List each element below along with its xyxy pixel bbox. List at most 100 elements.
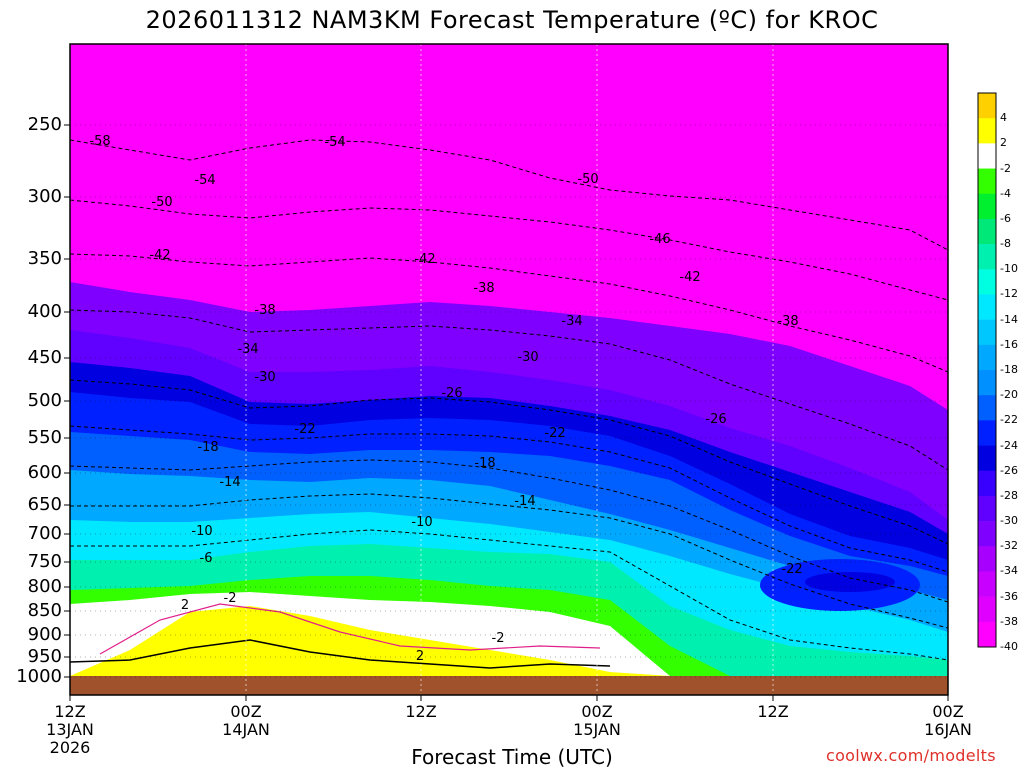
colorbar-swatch [978,168,996,195]
x-tick-line: 00Z [581,702,613,721]
contour-label: -58 [89,134,110,149]
x-tick-line: 16JAN [924,720,972,739]
y-tick-label: 650 [27,494,62,515]
isotherm-3 [69,309,949,471]
zero-contour [69,639,611,669]
colorbar-label: -12 [1000,287,1018,301]
x-tick-label: 12Z 13JAN 2026 [30,704,110,758]
x-tick-label: 00Z 16JAN [908,704,988,758]
colorbar-label: -10 [1000,262,1018,276]
colorbar-label: -32 [1000,539,1018,553]
contour-label: -18 [197,440,218,455]
colorbar-label: -20 [1000,388,1018,402]
colorbar-label: -26 [1000,463,1018,477]
colorbar-label: -18 [1000,363,1018,376]
contour-label: -30 [254,370,275,385]
chart-title: 2026011312 NAM3KM Forecast Temperature (… [145,6,879,34]
contour-label: 2 [416,649,424,664]
contour-label: -22 [544,426,565,441]
colorbar-swatch [978,420,996,446]
cold-pocket-core [805,572,895,592]
contour-label: -30 [517,350,538,365]
colorbar-swatch [978,319,996,346]
isotherm-8 [70,529,949,661]
isotherm-0 [69,139,949,251]
isotherm-7 [70,493,949,629]
y-tick-label: 900 [27,624,62,645]
contour-label: 2 [181,598,189,613]
x-tick-line: 00Z [230,702,262,721]
colorbar-label: -24 [1000,438,1018,452]
contour-label: -54 [324,135,345,150]
contour-label: -54 [194,173,215,188]
contour-label: -18 [474,456,495,471]
colorbar-label: -28 [1000,488,1018,502]
ground [70,676,948,695]
colorbar-label: -8 [1000,237,1011,251]
colorbar-swatch [978,370,996,396]
credit-link[interactable]: coolwx.com/modelts [826,746,996,765]
colorbar-swatch [978,269,996,295]
colorbar-swatch [978,495,996,522]
contour-label: -42 [149,248,170,263]
isotherm-1 [69,199,949,301]
plot-frame [69,43,949,696]
y-tick-label: 450 [27,347,62,368]
colorbar-swatch [978,521,996,547]
colorbar-label: -30 [1000,514,1018,528]
x-tick-line: 12Z [757,702,789,721]
x-tick-line: 12Z [405,702,437,721]
contour-label: -14 [219,475,240,490]
contour-label: -14 [514,494,535,509]
colorbar-swatch [978,118,996,144]
colorbar-label: -16 [1000,337,1018,351]
colorbar-label: 4 [1000,111,1007,125]
y-tick-label: 550 [27,427,62,448]
colorbar-swatch [978,596,996,623]
colorbar-label: -14 [1000,312,1018,326]
colorbar-label: -6 [1000,211,1011,225]
x-tick-line: 00Z [932,702,964,721]
x-tick-line: 13JAN [46,720,94,739]
colorbar-swatch [978,294,996,320]
band-yellow [70,606,948,676]
y-tick-label: 350 [27,248,62,269]
y-tick-label: 500 [27,390,62,411]
colorbar-label: -2 [1000,161,1011,175]
contour-label: -50 [577,172,598,187]
x-tick-line: 2026 [49,738,91,757]
y-tick-label: 850 [27,600,62,621]
warm-contour [99,603,601,655]
contour-label: -50 [151,195,172,210]
colorbar-swatch [978,395,996,421]
contour-label: -38 [254,303,275,318]
y-tick-label: 750 [27,551,62,572]
colorbar-label: -4 [1000,186,1011,200]
colorbar-label: 2 [1000,136,1007,150]
y-tick-label: 800 [27,576,62,597]
colorbar-swatch [978,445,996,472]
contour-label: -26 [705,412,726,427]
y-tick-label: 250 [27,114,62,135]
contour-label: -38 [777,314,798,329]
colorbar-swatch [978,93,996,119]
colorbar-swatch [978,546,996,572]
contour-label: -6 [200,551,213,566]
contour-label: -2 [224,591,237,606]
colorbar-label: -36 [1000,589,1018,603]
y-tick-label: 600 [27,462,62,483]
contour-label: -34 [237,342,258,357]
contour-label: -42 [679,270,700,285]
y-tick-label: 400 [27,301,62,322]
x-tick-line: 15JAN [573,720,621,739]
x-tick-line: 12Z [54,702,86,721]
x-tick-label: 12Z [733,704,813,758]
contour-label: -2 [492,631,505,646]
x-tick-label: 00Z 15JAN [557,704,637,758]
colorbar-swatch [978,571,996,597]
colorbar-label: -22 [1000,413,1018,427]
contour-label: -10 [191,524,212,539]
contour-label: -38 [473,281,494,296]
contour-label: -22 [294,422,315,437]
